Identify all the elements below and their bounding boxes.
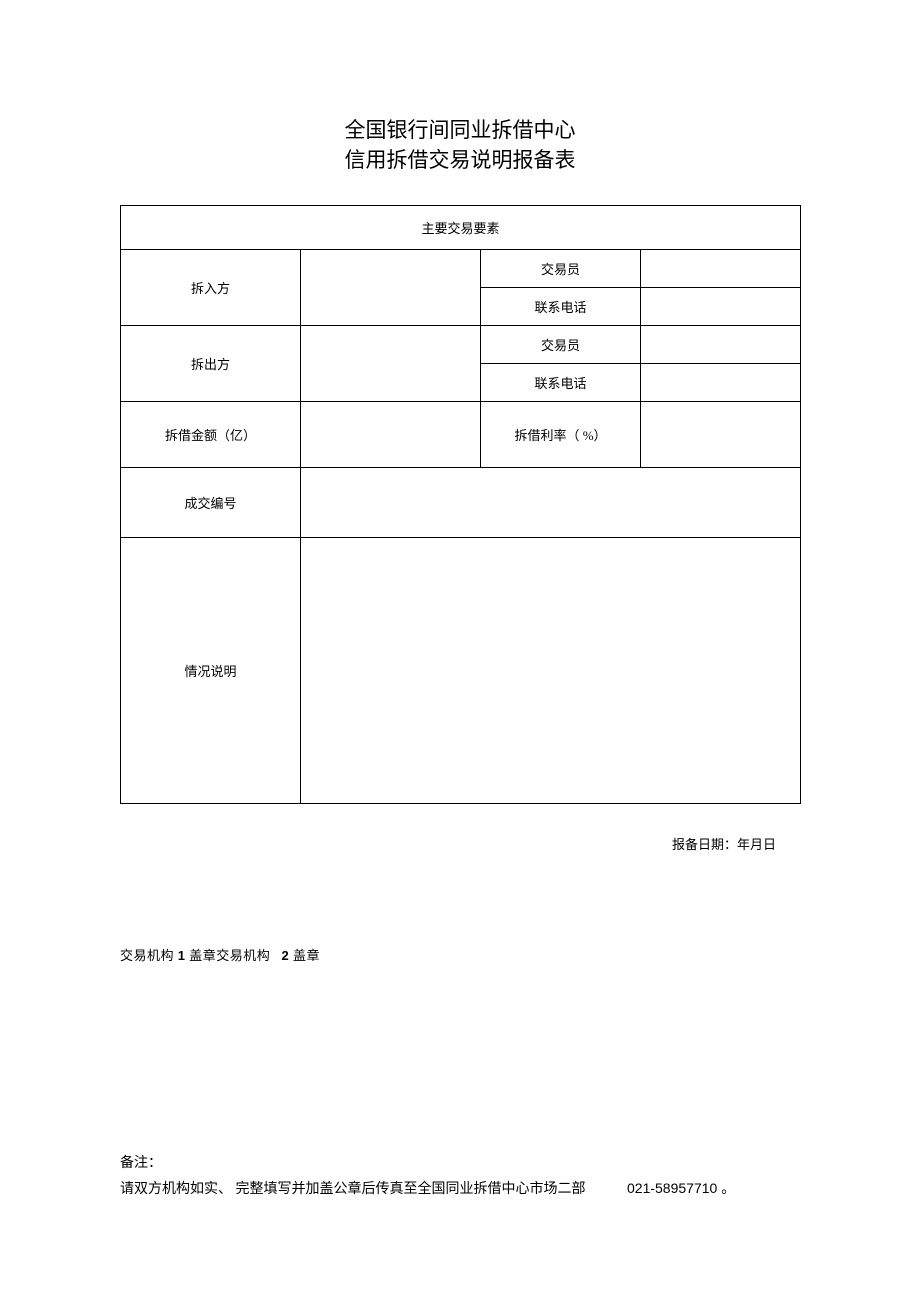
page-title: 全国银行间同业拆借中心 信用拆借交易说明报备表 — [120, 115, 800, 175]
deal-no-value[interactable] — [301, 468, 801, 538]
remark-body-line: 请双方机构如实、 完整填写并加盖公章后传真至全国同业拆借中心市场二部 021-5… — [120, 1176, 800, 1202]
lender-trader-label: 交易员 — [481, 326, 641, 364]
borrower-trader-value[interactable] — [641, 250, 801, 288]
borrower-value[interactable] — [301, 250, 481, 326]
remark-block: 备注： 请双方机构如实、 完整填写并加盖公章后传真至全国同业拆借中心市场二部 0… — [120, 1152, 800, 1202]
stamp-line: 交易机构 1 盖章交易机构 2 盖章 — [120, 945, 800, 964]
stamp-suffix: 盖章 — [293, 948, 320, 963]
borrower-trader-label: 交易员 — [481, 250, 641, 288]
amount-label: 拆借金额（亿） — [121, 402, 301, 468]
rate-label: 拆借利率（ %） — [481, 402, 641, 468]
lender-value[interactable] — [301, 326, 481, 402]
stamp-number-2: 2 — [282, 948, 290, 963]
document-page: 全国银行间同业拆借中心 信用拆借交易说明报备表 主要交易要素 拆入方 交易员 联… — [0, 0, 920, 1303]
lender-trader-value[interactable] — [641, 326, 801, 364]
lender-phone-label: 联系电话 — [481, 364, 641, 402]
stamp-mid: 盖章交易机构 — [189, 948, 270, 963]
table-header: 主要交易要素 — [121, 206, 801, 250]
remark-body: 请双方机构如实、 完整填写并加盖公章后传真至全国同业拆借中心市场二部 — [120, 1182, 586, 1197]
description-value[interactable] — [301, 538, 801, 804]
title-line-2: 信用拆借交易说明报备表 — [345, 148, 576, 172]
report-table: 主要交易要素 拆入方 交易员 联系电话 拆出方 交易员 联系电话 拆借金额（亿）… — [120, 205, 801, 804]
remark-phone: 021-58957710 。 — [627, 1180, 735, 1196]
borrower-phone-label: 联系电话 — [481, 288, 641, 326]
rate-value[interactable] — [641, 402, 801, 468]
stamp-prefix-1: 交易机构 — [120, 948, 174, 963]
amount-value[interactable] — [301, 402, 481, 468]
lender-phone-value[interactable] — [641, 364, 801, 402]
lender-label: 拆出方 — [121, 326, 301, 402]
description-label: 情况说明 — [121, 538, 301, 804]
title-line-1: 全国银行间同业拆借中心 — [345, 118, 576, 142]
deal-no-label: 成交编号 — [121, 468, 301, 538]
report-date: 报备日期：年月日 — [120, 834, 800, 853]
remark-title: 备注： — [120, 1152, 800, 1176]
borrower-phone-value[interactable] — [641, 288, 801, 326]
stamp-number-1: 1 — [178, 948, 186, 963]
borrower-label: 拆入方 — [121, 250, 301, 326]
